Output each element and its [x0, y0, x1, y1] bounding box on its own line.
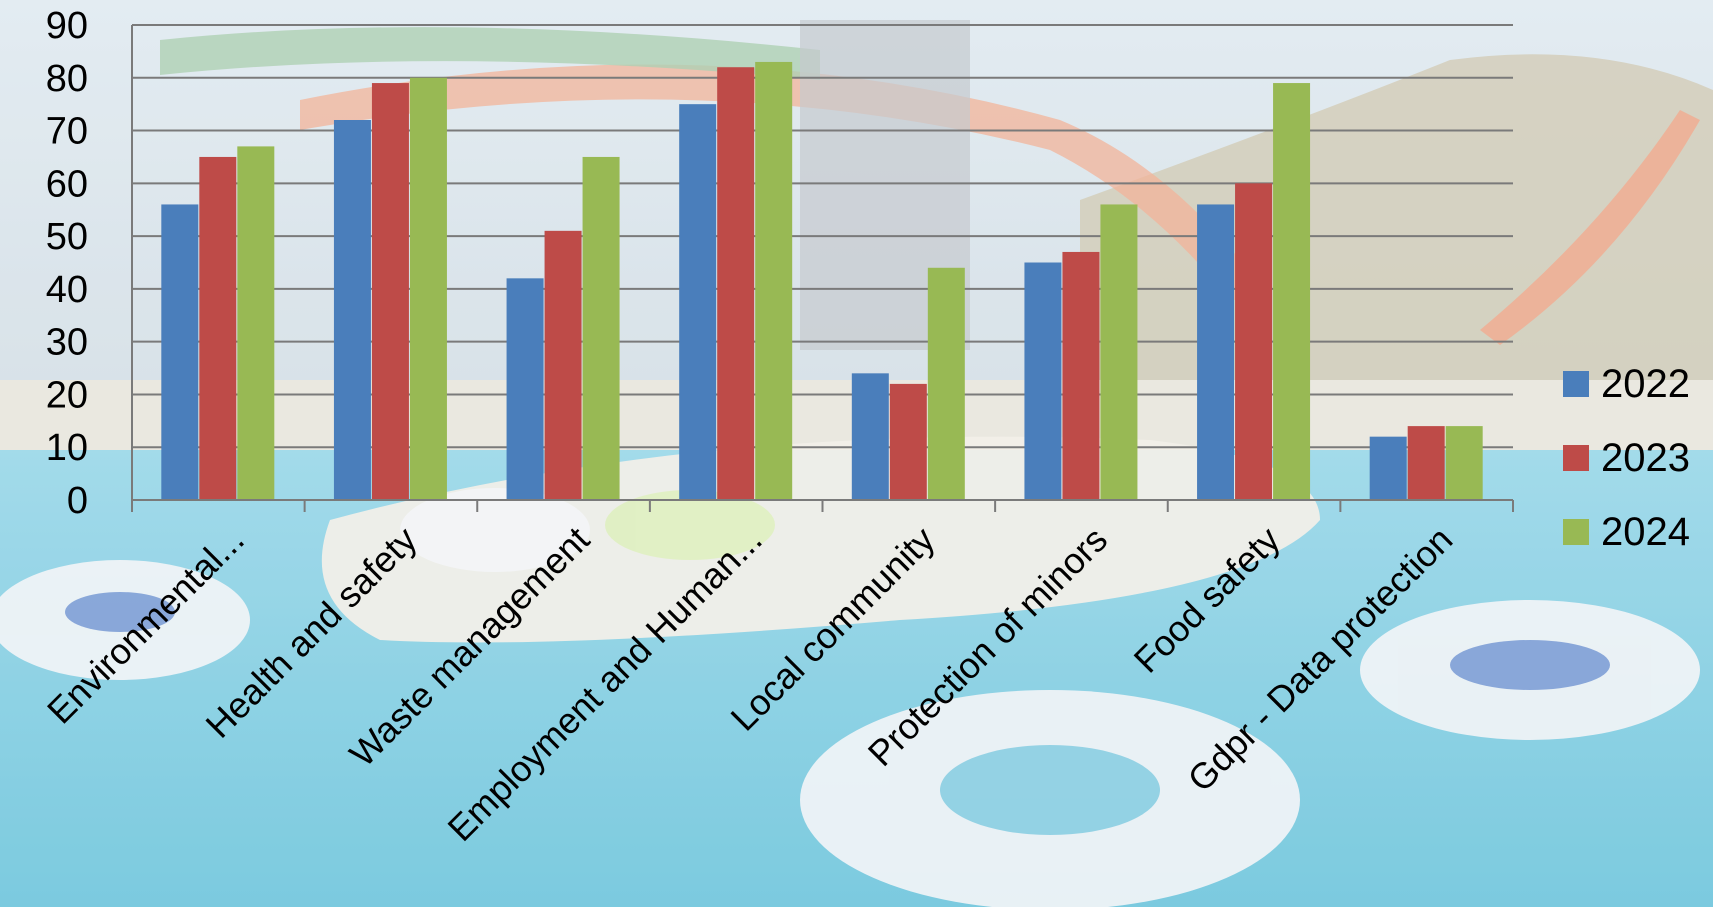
bar-2024 — [1445, 426, 1483, 500]
y-tick-label: 50 — [46, 216, 88, 258]
bar-2022 — [1197, 204, 1235, 500]
bar-2023 — [889, 383, 927, 500]
legend-swatch-2023 — [1563, 445, 1589, 471]
tube-icon — [800, 690, 1300, 907]
bar-2023 — [1407, 426, 1445, 500]
slide-shape-orange — [300, 64, 1270, 300]
bar-2024 — [582, 156, 620, 500]
bar-2024 — [927, 267, 965, 500]
axes — [131, 25, 1514, 512]
bar-2023 — [371, 83, 409, 501]
bar-2022 — [679, 104, 717, 501]
tube-icon — [0, 560, 250, 680]
bar-2024 — [1273, 83, 1311, 501]
bar-2022 — [333, 120, 371, 500]
bar-2024 — [755, 61, 793, 500]
bar-2022 — [851, 373, 889, 500]
y-tick-label: 40 — [46, 269, 88, 311]
legend-label-2022: 2022 — [1601, 362, 1690, 406]
y-axis-tick-labels: 0 10 20 30 40 50 60 70 80 90 — [46, 5, 88, 522]
bar-2023 — [1062, 251, 1100, 500]
x-category-label: Employment and Human... — [439, 519, 769, 849]
bar-2024 — [409, 77, 447, 501]
tube-icon — [1360, 600, 1700, 740]
bar-2024 — [1100, 204, 1138, 500]
bar-2023 — [544, 230, 582, 501]
bar-2022 — [1024, 262, 1062, 500]
bar-series — [161, 61, 1483, 501]
slide-shape-orange-right — [1480, 110, 1700, 345]
legend-label-2024: 2024 — [1601, 510, 1690, 554]
tube-icon — [400, 488, 775, 572]
x-category-label: Food safety — [1126, 519, 1288, 681]
legend-swatch-2024 — [1563, 519, 1589, 545]
y-tick-label: 60 — [46, 163, 88, 205]
bar-2023 — [199, 156, 237, 500]
y-tick-label: 80 — [46, 58, 88, 100]
y-tick-label: 0 — [67, 480, 88, 522]
bar-2022 — [506, 278, 544, 500]
legend: 2022 2023 2024 — [1563, 362, 1690, 554]
y-tick-label: 20 — [46, 374, 88, 416]
legend-label-2023: 2023 — [1601, 436, 1690, 480]
bar-2024 — [237, 146, 275, 500]
y-tick-label: 10 — [46, 427, 88, 469]
y-tick-label: 30 — [46, 322, 88, 364]
slide-shape-green — [160, 27, 820, 80]
bar-2023 — [1235, 183, 1273, 501]
bar-2022 — [161, 204, 199, 500]
bar-2023 — [717, 67, 755, 500]
y-tick-label: 70 — [46, 111, 88, 153]
bar-2022 — [1369, 436, 1407, 500]
legend-swatch-2022 — [1563, 371, 1589, 397]
y-tick-label: 90 — [46, 5, 88, 47]
